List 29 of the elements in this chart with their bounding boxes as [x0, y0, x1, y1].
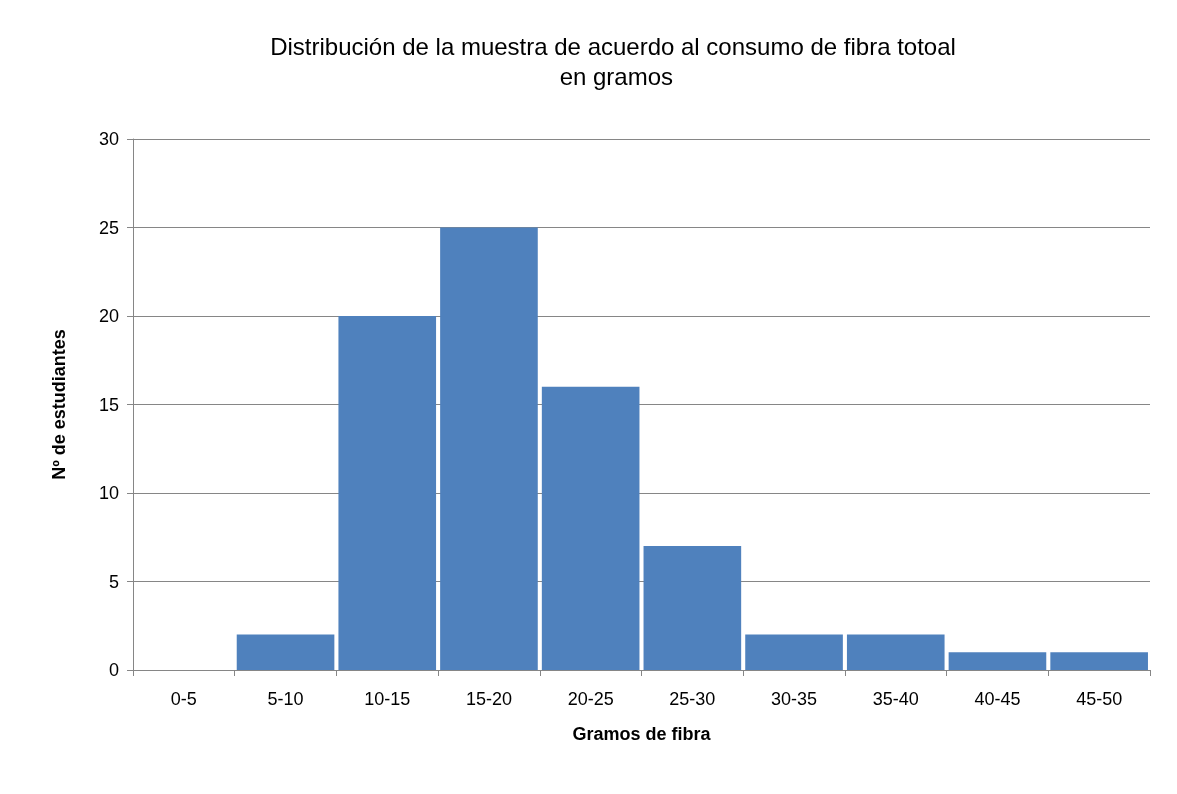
y-tick-label: 25: [98, 217, 119, 238]
x-tick-label: 45-50: [1076, 689, 1123, 709]
x-tick-label: 40-45: [974, 689, 1021, 709]
x-tick-label: 30-35: [771, 689, 818, 709]
x-axis-title: Gramos de fibra: [572, 724, 712, 744]
bar: [338, 316, 437, 670]
y-tick-label: 0: [108, 660, 119, 680]
chart-title: Distribución de la muestra de acuerdo al consumo de fibra totoal en gramos: [270, 32, 956, 90]
y-axis-title: Nº de estudiantes: [49, 329, 69, 480]
x-tick-label: 20-25: [567, 689, 614, 709]
bar: [1050, 652, 1148, 670]
bar: [236, 634, 335, 670]
bar: [643, 546, 742, 670]
y-tick-label: 15: [98, 394, 119, 415]
bar: [745, 634, 843, 670]
x-tick-label: 0-5: [170, 689, 197, 709]
y-tick-label: 5: [108, 571, 119, 592]
x-tick-label: 25-30: [669, 689, 716, 709]
y-tick-label: 30: [98, 129, 119, 149]
x-tick-label: 10-15: [364, 689, 411, 709]
bar: [440, 227, 538, 670]
y-tick-label: 20: [98, 306, 119, 326]
bar: [846, 634, 945, 670]
bar: [948, 652, 1047, 670]
x-tick-label: 15-20: [465, 689, 512, 709]
y-tick-label: 10: [98, 483, 119, 503]
x-tick-label: 35-40: [872, 689, 919, 709]
bar: [541, 386, 640, 670]
x-tick-label: 5-10: [267, 689, 304, 709]
